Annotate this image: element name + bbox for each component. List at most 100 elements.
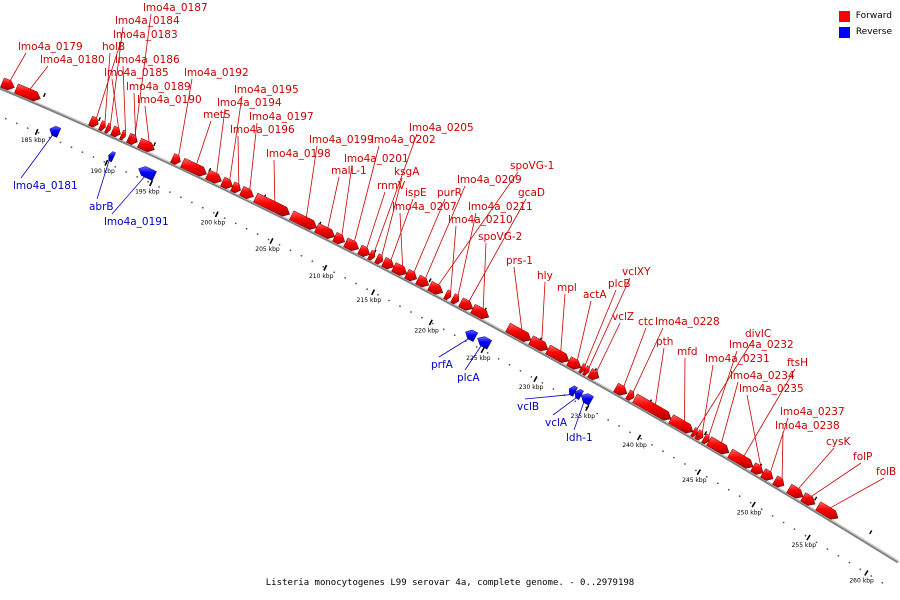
gene-label-vcla[interactable]: vclA bbox=[545, 417, 568, 429]
gene-label-vclb[interactable]: vclB bbox=[517, 401, 539, 413]
gene-arrow-ctc[interactable] bbox=[613, 382, 628, 396]
gene-arrow-lmo4a-0189[interactable] bbox=[128, 133, 137, 145]
gene-label-lmo4a-0202[interactable]: lmo4a_0202 bbox=[371, 134, 436, 146]
gene-label-lmo4a-0189[interactable]: lmo4a_0189 bbox=[126, 81, 191, 93]
gene-arrow-mall-1[interactable] bbox=[314, 222, 336, 239]
gene-label-ctc[interactable]: ctc bbox=[638, 316, 654, 328]
gene-label-ksga[interactable]: ksgA bbox=[394, 166, 420, 178]
gene-arrow-ispe[interactable] bbox=[381, 256, 395, 270]
gene-label-lmo4a-0199[interactable]: lmo4a_0199 bbox=[309, 134, 374, 146]
gene-arrow-lmo4a-0231[interactable] bbox=[694, 429, 704, 441]
gene-arrow-lmo4a-0210[interactable] bbox=[443, 289, 452, 301]
gene-label-lmo4a-0207[interactable]: lmo4a_0207 bbox=[392, 201, 457, 213]
gene-arrow-vclxy[interactable] bbox=[582, 365, 590, 376]
gene-label-lmo4a-0184[interactable]: lmo4a_0184 bbox=[115, 15, 180, 27]
gene-label-lmo4a-0211[interactable]: lmo4a_0211 bbox=[468, 201, 533, 213]
gene-label-holb[interactable]: holB bbox=[102, 41, 125, 53]
gene-label-hly[interactable]: hly bbox=[537, 270, 553, 282]
gene-arrow-lmo4a-0199[interactable] bbox=[289, 210, 318, 230]
gene-arrow-spovg-2[interactable] bbox=[470, 303, 490, 320]
gene-arrow-lmo4a-0209[interactable] bbox=[415, 274, 430, 288]
gene-arrow-gcad[interactable] bbox=[458, 297, 474, 311]
gene-arrow-lmo4a-0235[interactable] bbox=[750, 462, 764, 475]
gene-label-prfa[interactable]: prfA bbox=[431, 359, 454, 371]
gene-label-purr[interactable]: purR bbox=[437, 187, 462, 199]
gene-arrow-folp[interactable] bbox=[800, 492, 816, 506]
gene-arrow-mets[interactable] bbox=[180, 157, 207, 177]
gene-arrow-spovg-1[interactable] bbox=[427, 280, 444, 295]
gene-arrow-hly[interactable] bbox=[528, 335, 549, 352]
gene-arrow-divic[interactable] bbox=[690, 426, 698, 438]
gene-label-divic[interactable]: divIC bbox=[745, 328, 771, 340]
gene-arrow-mpl[interactable] bbox=[545, 344, 570, 363]
gene-arrow-lmo4a-0228[interactable] bbox=[625, 389, 635, 401]
gene-arrow-mfd[interactable] bbox=[668, 414, 694, 434]
gene-label-ispe[interactable]: ispE bbox=[405, 187, 427, 199]
gene-arrow-lmo4a-0195[interactable] bbox=[220, 176, 233, 190]
gene-arrow-prfa[interactable] bbox=[465, 329, 479, 342]
gene-label-lmo4a-0198[interactable]: lmo4a_0198 bbox=[266, 148, 331, 160]
gene-arrow-lmo4a-0207[interactable] bbox=[391, 262, 408, 276]
gene-label-lmo4a-0205[interactable]: lmo4a_0205 bbox=[409, 122, 474, 134]
gene-label-vclxy[interactable]: vclXY bbox=[622, 266, 651, 278]
gene-label-lmo4a-0186[interactable]: lmo4a_0186 bbox=[115, 54, 180, 66]
gene-arrow-pth[interactable] bbox=[632, 393, 672, 421]
gene-label-cysk[interactable]: cysK bbox=[826, 436, 851, 448]
gene-arrow-rnmv[interactable] bbox=[357, 244, 371, 257]
gene-label-lmo4a-0181[interactable]: lmo4a_0181 bbox=[13, 180, 78, 192]
gene-label-lmo4a-0232[interactable]: lmo4a_0232 bbox=[729, 339, 794, 351]
gene-arrow-purr[interactable] bbox=[404, 268, 418, 282]
gene-label-lmo4a-0180[interactable]: lmo4a_0180 bbox=[40, 54, 105, 66]
gene-arrow-plca[interactable] bbox=[477, 336, 493, 350]
gene-label-acta[interactable]: actA bbox=[583, 289, 607, 301]
gene-arrow-folb[interactable] bbox=[815, 501, 839, 520]
gene-arrow-lmo4a-0184[interactable] bbox=[104, 122, 111, 134]
gene-label-lmo4a-0187[interactable]: lmo4a_0187 bbox=[143, 2, 208, 14]
gene-label-plcb[interactable]: plcB bbox=[608, 278, 631, 290]
gene-label-lmo4a-0209[interactable]: lmo4a_0209 bbox=[457, 174, 522, 186]
gene-label-lmo4a-0235[interactable]: lmo4a_0235 bbox=[739, 383, 804, 395]
gene-label-lmo4a-0191[interactable]: lmo4a_0191 bbox=[104, 216, 169, 228]
gene-arrow-cysk[interactable] bbox=[786, 483, 804, 499]
gene-arrow-lmo4a-0198[interactable] bbox=[253, 192, 291, 217]
gene-label-mfd[interactable]: mfd bbox=[677, 346, 698, 358]
gene-arrow-lmo4a-0192[interactable] bbox=[170, 153, 181, 165]
gene-label-lmo4a-0197[interactable]: lmo4a_0197 bbox=[249, 111, 314, 123]
gene-arrow-ksga[interactable] bbox=[374, 253, 383, 265]
gene-label-ftsh[interactable]: ftsH bbox=[787, 357, 808, 369]
gene-label-lmo4a-0196[interactable]: lmo4a_0196 bbox=[230, 124, 295, 136]
gene-label-lmo4a-0231[interactable]: lmo4a_0231 bbox=[705, 353, 770, 365]
gene-arrow-vclz[interactable] bbox=[587, 368, 600, 381]
gene-arrow-lmo4a-0238[interactable] bbox=[772, 475, 785, 488]
gene-arrow-lmo4a-0234[interactable] bbox=[706, 436, 730, 455]
gene-arrow-lmo4a-0202[interactable] bbox=[343, 237, 360, 252]
gene-label-lmo4a-0179[interactable]: lmo4a_0179 bbox=[18, 41, 83, 53]
gene-arrow-lmo4a-0179[interactable] bbox=[0, 77, 15, 91]
gene-label-folp[interactable]: folP bbox=[853, 451, 872, 463]
gene-label-lmo4a-0201[interactable]: lmo4a_0201 bbox=[344, 153, 409, 165]
gene-arrow-holb[interactable] bbox=[98, 120, 106, 132]
gene-arrow-lmo4a-0181[interactable] bbox=[49, 125, 62, 138]
gene-arrow-prs-1[interactable] bbox=[505, 322, 532, 342]
gene-label-lmo4a-0190[interactable]: lmo4a_0190 bbox=[137, 94, 202, 106]
gene-arrow-lmo4a-0201[interactable] bbox=[332, 231, 346, 245]
gene-label-abrb[interactable]: abrB bbox=[89, 201, 114, 213]
gene-arrow-lmo4a-0196[interactable] bbox=[230, 181, 241, 194]
gene-label-mets[interactable]: metS bbox=[203, 109, 231, 121]
gene-label-lmo4a-0238[interactable]: lmo4a_0238 bbox=[775, 420, 840, 432]
gene-arrow-lmo4a-0191[interactable] bbox=[138, 166, 157, 181]
gene-arrow-lmo4a-0205[interactable] bbox=[367, 249, 376, 261]
gene-label-lmo4a-0195[interactable]: lmo4a_0195 bbox=[234, 84, 299, 96]
gene-arrow-plcb[interactable] bbox=[578, 363, 586, 374]
gene-label-lmo4a-0237[interactable]: lmo4a_0237 bbox=[780, 406, 845, 418]
gene-arrow-lmo4a-0237[interactable] bbox=[760, 468, 774, 481]
gene-label-lmo4a-0194[interactable]: lmo4a_0194 bbox=[217, 97, 282, 109]
gene-label-lmo4a-0183[interactable]: lmo4a_0183 bbox=[113, 29, 178, 41]
gene-label-spovg-1[interactable]: spoVG-1 bbox=[510, 160, 554, 172]
gene-arrow-lmo4a-0180[interactable] bbox=[14, 83, 41, 102]
gene-label-mpl[interactable]: mpl bbox=[557, 282, 577, 294]
gene-arrow-acta[interactable] bbox=[566, 356, 582, 370]
gene-arrow-lmo4a-0232[interactable] bbox=[701, 433, 710, 445]
gene-label-lmo4a-0228[interactable]: lmo4a_0228 bbox=[655, 316, 720, 328]
gene-label-lmo4a-0210[interactable]: lmo4a_0210 bbox=[448, 214, 513, 226]
